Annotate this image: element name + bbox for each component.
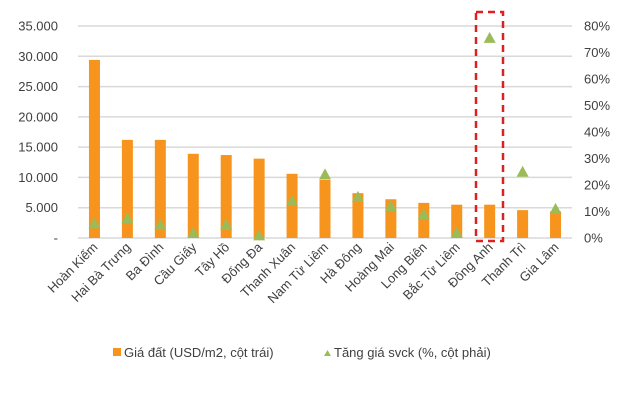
right-tick-label: 30% <box>584 151 610 166</box>
right-tick-label: 10% <box>584 204 610 219</box>
legend-bar-label: Giá đất (USD/m2, cột trái) <box>124 345 274 360</box>
triangle-marker <box>417 208 430 220</box>
legend-triangle-swatch <box>324 350 331 356</box>
right-tick-label: 50% <box>584 98 610 113</box>
triangle-marker <box>286 194 299 206</box>
right-tick-label: 70% <box>584 45 610 60</box>
bar <box>187 153 199 238</box>
bar <box>121 139 133 238</box>
left-tick-label: 15.000 <box>18 140 58 155</box>
left-axis-ticks: - 5.000 10.000 15.000 20.000 25.000 30.000 35.0… <box>18 19 58 246</box>
triangle-marker <box>351 190 364 202</box>
right-tick-label: 0% <box>584 231 603 246</box>
legend-triangle-label: Tăng giá svck (%, cột phải) <box>334 345 491 360</box>
left-tick-label: - <box>54 231 58 246</box>
bar <box>88 59 100 238</box>
bar <box>352 193 364 238</box>
bar <box>418 202 430 238</box>
right-axis-ticks: 0% 10% 20% 30% 40% 50% 60% 70% 80% <box>584 19 610 246</box>
bar <box>253 158 265 238</box>
bar <box>385 199 397 238</box>
right-tick-label: 20% <box>584 178 610 193</box>
triangle-marker <box>549 202 562 214</box>
triangle-marker <box>384 200 397 212</box>
triangle-marker <box>121 212 134 224</box>
left-tick-label: 10.000 <box>18 170 58 185</box>
triangle-series <box>88 31 562 241</box>
bar <box>220 155 232 238</box>
triangle-marker <box>253 229 266 241</box>
bar <box>550 211 562 238</box>
triangle-marker <box>319 168 331 180</box>
triangle-marker <box>154 218 167 230</box>
left-tick-label: 5.000 <box>25 200 58 215</box>
left-tick-label: 30.000 <box>18 49 58 64</box>
left-tick-label: 20.000 <box>18 109 58 124</box>
bar <box>154 139 166 238</box>
triangle-marker <box>516 165 529 177</box>
legend: Giá đất (USD/m2, cột trái) Tăng giá svck… <box>113 345 491 360</box>
triangle-marker <box>88 217 101 229</box>
triangle-marker <box>450 226 463 238</box>
legend-bar-swatch <box>113 348 121 356</box>
left-tick-label: 35.000 <box>18 19 58 34</box>
highlight-box <box>474 10 505 243</box>
bar <box>319 179 331 238</box>
left-tick-label: 25.000 <box>18 79 58 94</box>
triangle-marker <box>187 226 200 238</box>
bar <box>484 204 496 238</box>
bar <box>517 210 529 238</box>
triangle-marker <box>483 31 496 43</box>
triangle-marker <box>220 218 233 230</box>
right-tick-label: 60% <box>584 72 610 87</box>
bar <box>451 204 463 238</box>
right-tick-label: 80% <box>584 19 610 34</box>
right-tick-label: 40% <box>584 125 610 140</box>
